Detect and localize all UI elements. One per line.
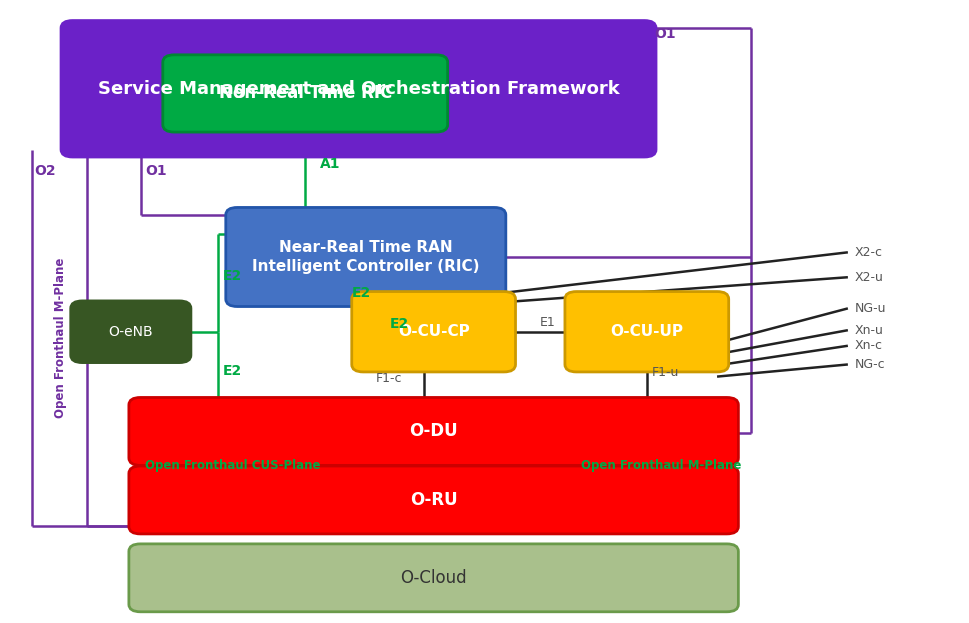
Text: O-RU: O-RU: [410, 491, 457, 509]
Text: E2: E2: [390, 317, 409, 331]
Text: X2-u: X2-u: [855, 271, 884, 283]
Text: Xn-u: Xn-u: [855, 324, 884, 336]
Text: Non-Real Time RIC: Non-Real Time RIC: [219, 85, 391, 102]
Text: E2: E2: [351, 286, 370, 300]
FancyBboxPatch shape: [163, 55, 448, 132]
Text: O-Cloud: O-Cloud: [400, 569, 467, 587]
Text: F1-u: F1-u: [651, 366, 679, 379]
Text: O1: O1: [654, 27, 675, 41]
FancyBboxPatch shape: [352, 292, 516, 372]
Text: E2: E2: [223, 364, 242, 378]
Text: Xn-c: Xn-c: [855, 340, 883, 352]
Text: O-CU-CP: O-CU-CP: [397, 324, 470, 340]
Text: F1-c: F1-c: [375, 372, 402, 385]
Text: O1: O1: [145, 164, 167, 178]
Text: O2: O2: [34, 164, 55, 178]
Text: Open Fronthaul M-Plane: Open Fronthaul M-Plane: [53, 258, 67, 418]
Text: O-eNB: O-eNB: [109, 325, 153, 339]
FancyBboxPatch shape: [129, 466, 738, 534]
Text: NG-c: NG-c: [855, 358, 886, 371]
Text: E1: E1: [540, 316, 556, 329]
FancyBboxPatch shape: [71, 301, 191, 363]
Text: E2: E2: [223, 270, 242, 283]
Text: O-DU: O-DU: [409, 422, 458, 440]
FancyBboxPatch shape: [61, 21, 656, 157]
Text: Near-Real Time RAN
Intelligent Controller (RIC): Near-Real Time RAN Intelligent Controlle…: [252, 240, 480, 273]
Text: A1: A1: [320, 156, 340, 171]
Text: NG-u: NG-u: [855, 302, 887, 315]
Text: Open Fronthaul M-Plane: Open Fronthaul M-Plane: [581, 459, 742, 472]
FancyBboxPatch shape: [226, 207, 506, 307]
FancyBboxPatch shape: [129, 544, 738, 612]
Text: Open Fronthaul CUS-Plane: Open Fronthaul CUS-Plane: [145, 459, 321, 472]
Text: Service Management and Orchestration Framework: Service Management and Orchestration Fra…: [98, 80, 619, 98]
FancyBboxPatch shape: [565, 292, 729, 372]
FancyBboxPatch shape: [129, 397, 738, 465]
Text: X2-c: X2-c: [855, 246, 883, 259]
Text: O-CU-UP: O-CU-UP: [610, 324, 683, 340]
